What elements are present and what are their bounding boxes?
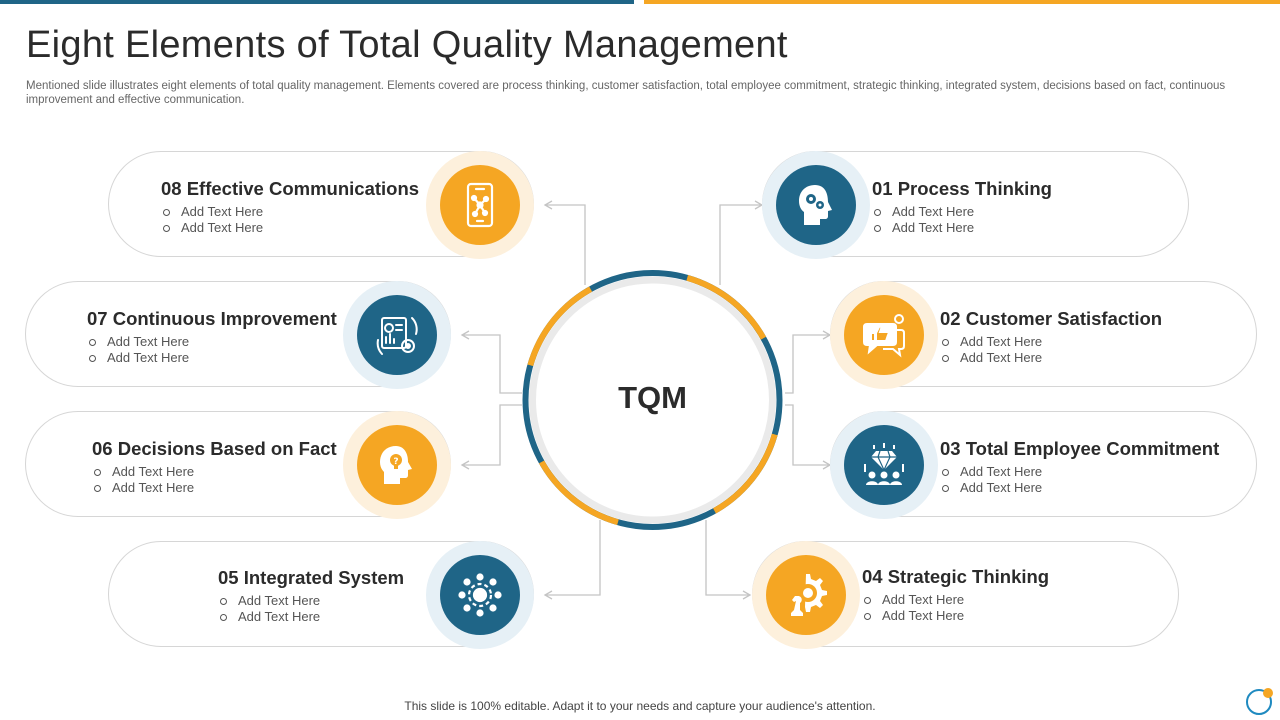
element-07-bullets: Add Text Here Add Text Here: [87, 334, 337, 366]
phone-network-icon: [440, 165, 520, 245]
element-08-bullet-1: Add Text Here: [161, 204, 419, 220]
element-07: 07 Continuous Improvement Add Text Here …: [87, 308, 337, 366]
element-01-title: 01 Process Thinking: [872, 178, 1052, 199]
element-03-bullet-1: Add Text Here: [940, 464, 1219, 480]
element-06-title: 06 Decisions Based on Fact: [92, 438, 337, 459]
element-04-bullets: Add Text Here Add Text Here: [862, 592, 1049, 624]
element-03-bullets: Add Text Here Add Text Here: [940, 464, 1219, 496]
element-05-title: 05 Integrated System: [218, 567, 405, 588]
element-06-bullets: Add Text Here Add Text Here: [92, 464, 337, 496]
element-05: 05 Integrated System Add Text Here Add T…: [218, 567, 404, 625]
arrow-01: [719, 200, 764, 285]
chess-strategy-icon: [766, 555, 846, 635]
element-03: 03 Total Employee Commitment Add Text He…: [940, 438, 1219, 496]
bubble-07: [343, 281, 451, 389]
brand-logo-icon: [1246, 688, 1273, 715]
svg-text:?: ?: [393, 457, 398, 467]
arrow-07: [460, 330, 522, 394]
slide-title: Eight Elements of Total Quality Manageme…: [26, 24, 788, 66]
element-02: 02 Customer Satisfaction Add Text Here A…: [940, 308, 1162, 366]
element-01-bullet-2: Add Text Here: [872, 220, 1052, 236]
element-07-title: 07 Continuous Improvement: [87, 308, 337, 329]
element-05-bullet-2: Add Text Here: [218, 609, 404, 625]
thumbs-up-chat-icon: [844, 295, 924, 375]
bubble-08: [426, 151, 534, 259]
element-05-bullets: Add Text Here Add Text Here: [218, 593, 404, 625]
element-04-bullet-2: Add Text Here: [862, 608, 1049, 624]
arrow-05: [543, 520, 601, 600]
report-cycle-icon: [357, 295, 437, 375]
head-gears-icon: [776, 165, 856, 245]
element-08: 08 Effective Communications Add Text Her…: [161, 178, 419, 236]
arrow-08: [543, 200, 586, 285]
element-01-bullets: Add Text Here Add Text Here: [872, 204, 1052, 236]
tqm-center-label: TQM: [618, 380, 687, 415]
element-02-bullets: Add Text Here Add Text Here: [940, 334, 1162, 366]
element-07-bullet-1: Add Text Here: [87, 334, 337, 350]
element-08-title: 08 Effective Communications: [161, 178, 420, 199]
slide-footer: This slide is 100% editable. Adapt it to…: [404, 699, 876, 713]
element-08-bullet-2: Add Text Here: [161, 220, 419, 236]
element-08-bullets: Add Text Here Add Text Here: [161, 204, 419, 236]
element-02-title: 02 Customer Satisfaction: [940, 308, 1163, 329]
bubble-06: ?: [343, 411, 451, 519]
element-04-bullet-1: Add Text Here: [862, 592, 1049, 608]
element-06: 06 Decisions Based on Fact Add Text Here…: [92, 438, 337, 496]
gear-network-icon: [440, 555, 520, 635]
element-02-bullet-2: Add Text Here: [940, 350, 1162, 366]
element-05-bullet-1: Add Text Here: [218, 593, 404, 609]
element-06-bullet-1: Add Text Here: [92, 464, 337, 480]
top-accent-bar-orange: [644, 0, 1280, 4]
element-04: 04 Strategic Thinking Add Text Here Add …: [862, 566, 1049, 624]
bubble-04: [752, 541, 860, 649]
element-01-bullet-1: Add Text Here: [872, 204, 1052, 220]
element-03-title: 03 Total Employee Commitment: [940, 438, 1220, 459]
top-accent-bar-blue: [0, 0, 634, 4]
bubble-03: [830, 411, 938, 519]
arrow-03: [785, 404, 832, 470]
bubble-01: [762, 151, 870, 259]
element-06-bullet-2: Add Text Here: [92, 480, 337, 496]
element-03-bullet-2: Add Text Here: [940, 480, 1219, 496]
slide-description: Mentioned slide illustrates eight elemen…: [26, 80, 1226, 106]
team-diamond-icon: [844, 425, 924, 505]
bubble-05: [426, 541, 534, 649]
arrow-02: [785, 330, 832, 394]
element-02-bullet-1: Add Text Here: [940, 334, 1162, 350]
arrow-04: [705, 520, 752, 600]
element-07-bullet-2: Add Text Here: [87, 350, 337, 366]
bubble-02: [830, 281, 938, 389]
element-04-title: 04 Strategic Thinking: [862, 566, 1050, 587]
arrow-06: [460, 404, 522, 470]
element-01: 01 Process Thinking Add Text Here Add Te…: [872, 178, 1052, 236]
head-idea-icon: ?: [357, 425, 437, 505]
